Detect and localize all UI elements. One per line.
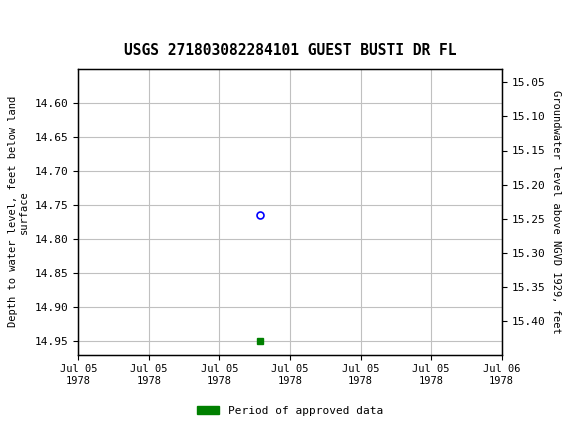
Y-axis label: Groundwater level above NGVD 1929, feet: Groundwater level above NGVD 1929, feet bbox=[551, 90, 561, 334]
Y-axis label: Depth to water level, feet below land
surface: Depth to water level, feet below land su… bbox=[8, 96, 29, 327]
Legend: Period of approved data: Period of approved data bbox=[193, 401, 387, 420]
Text: ╳USGS: ╳USGS bbox=[6, 15, 60, 36]
Text: USGS 271803082284101 GUEST BUSTI DR FL: USGS 271803082284101 GUEST BUSTI DR FL bbox=[124, 43, 456, 58]
